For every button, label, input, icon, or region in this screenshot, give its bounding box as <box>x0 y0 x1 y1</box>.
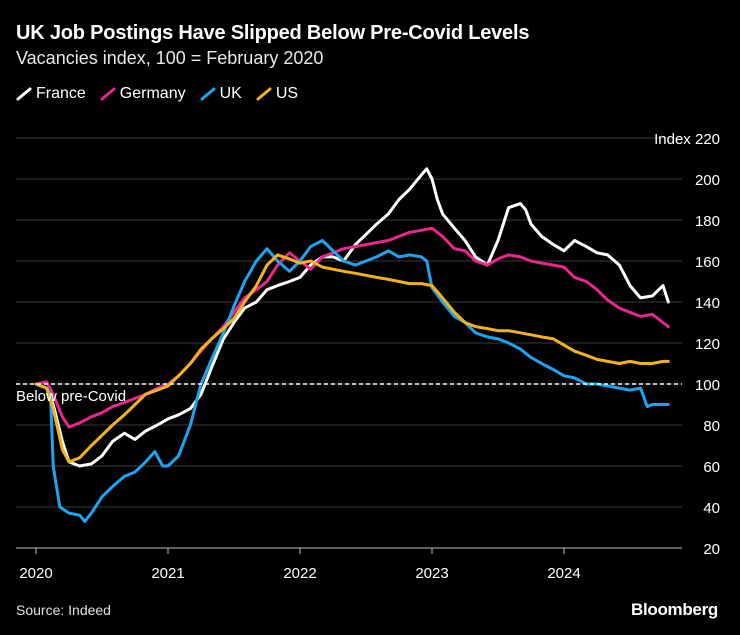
y-tick-label-20: 20 <box>703 541 720 558</box>
y-tick-label-160: 160 <box>695 254 720 271</box>
bloomberg-logo: Bloomberg <box>630 600 718 619</box>
y-tick-label-180: 180 <box>695 213 720 230</box>
y-tick-label-80: 80 <box>703 418 720 435</box>
legend-swatch-germany <box>100 87 116 101</box>
legend-swatch-uk <box>200 87 216 101</box>
series-line-germany <box>34 226 670 429</box>
x-tick-label-2020: 2020 <box>19 565 52 582</box>
y-tick-label-100: 100 <box>695 377 720 394</box>
x-tick-label-2021: 2021 <box>151 565 184 582</box>
legend-swatch-us <box>256 87 272 101</box>
x-tick-label-2022: 2022 <box>283 565 316 582</box>
legend: France Germany UK US <box>16 85 298 103</box>
source-note: Source: Indeed <box>16 602 111 618</box>
chart-title: UK Job Postings Have Slipped Below Pre-C… <box>16 22 530 44</box>
y-tick-label-40: 40 <box>703 500 720 517</box>
legend-label-us: US <box>275 85 299 102</box>
x-tick-label-2024: 2024 <box>547 565 580 582</box>
x-tick-label-2023: 2023 <box>415 565 448 582</box>
legend-item-germany: Germany <box>100 85 186 103</box>
legend-label-germany: Germany <box>119 85 186 102</box>
legend-item-us: US <box>256 85 298 103</box>
series-line-france <box>34 167 670 468</box>
y-tick-label-220: Index 220 <box>654 131 720 148</box>
reference-line-label: Below pre-Covid <box>16 388 126 405</box>
legend-swatch-france <box>16 87 32 101</box>
y-tick-label-200: 200 <box>695 172 720 189</box>
legend-label-france: France <box>36 85 86 102</box>
legend-item-france: France <box>16 85 86 103</box>
y-tick-label-60: 60 <box>703 459 720 476</box>
series-line-us <box>34 253 670 464</box>
legend-label-uk: UK <box>219 85 242 102</box>
series-line-uk <box>34 239 670 523</box>
y-tick-label-140: 140 <box>695 295 720 312</box>
chart-subtitle: Vacancies index, 100 = February 2020 <box>16 48 324 68</box>
y-tick-label-120: 120 <box>695 336 720 353</box>
legend-item-uk: UK <box>200 85 242 103</box>
